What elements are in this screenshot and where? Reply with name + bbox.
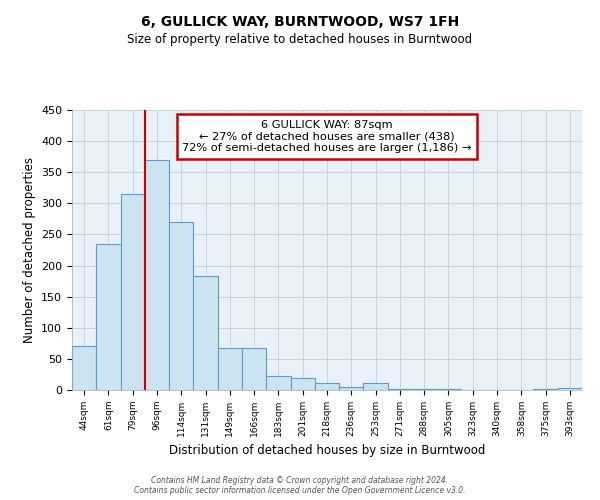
X-axis label: Distribution of detached houses by size in Burntwood: Distribution of detached houses by size … <box>169 444 485 458</box>
Text: Size of property relative to detached houses in Burntwood: Size of property relative to detached ho… <box>127 32 473 46</box>
Bar <box>193 276 218 390</box>
Bar <box>436 389 461 390</box>
Text: Contains HM Land Registry data © Crown copyright and database right 2024.
Contai: Contains HM Land Registry data © Crown c… <box>134 476 466 495</box>
Bar <box>533 389 558 390</box>
Bar <box>339 387 364 390</box>
Bar <box>364 382 388 390</box>
Bar <box>96 244 121 390</box>
Bar <box>558 388 582 390</box>
Bar <box>412 389 436 390</box>
Text: 6, GULLICK WAY, BURNTWOOD, WS7 1FH: 6, GULLICK WAY, BURNTWOOD, WS7 1FH <box>141 15 459 29</box>
Text: 6 GULLICK WAY: 87sqm
← 27% of detached houses are smaller (438)
72% of semi-deta: 6 GULLICK WAY: 87sqm ← 27% of detached h… <box>182 120 472 153</box>
Bar <box>315 382 339 390</box>
Bar <box>218 348 242 390</box>
Bar <box>121 194 145 390</box>
Bar <box>145 160 169 390</box>
Bar <box>266 376 290 390</box>
Bar <box>242 348 266 390</box>
Y-axis label: Number of detached properties: Number of detached properties <box>23 157 35 343</box>
Bar <box>388 389 412 390</box>
Bar <box>290 378 315 390</box>
Bar <box>169 222 193 390</box>
Bar <box>72 346 96 390</box>
